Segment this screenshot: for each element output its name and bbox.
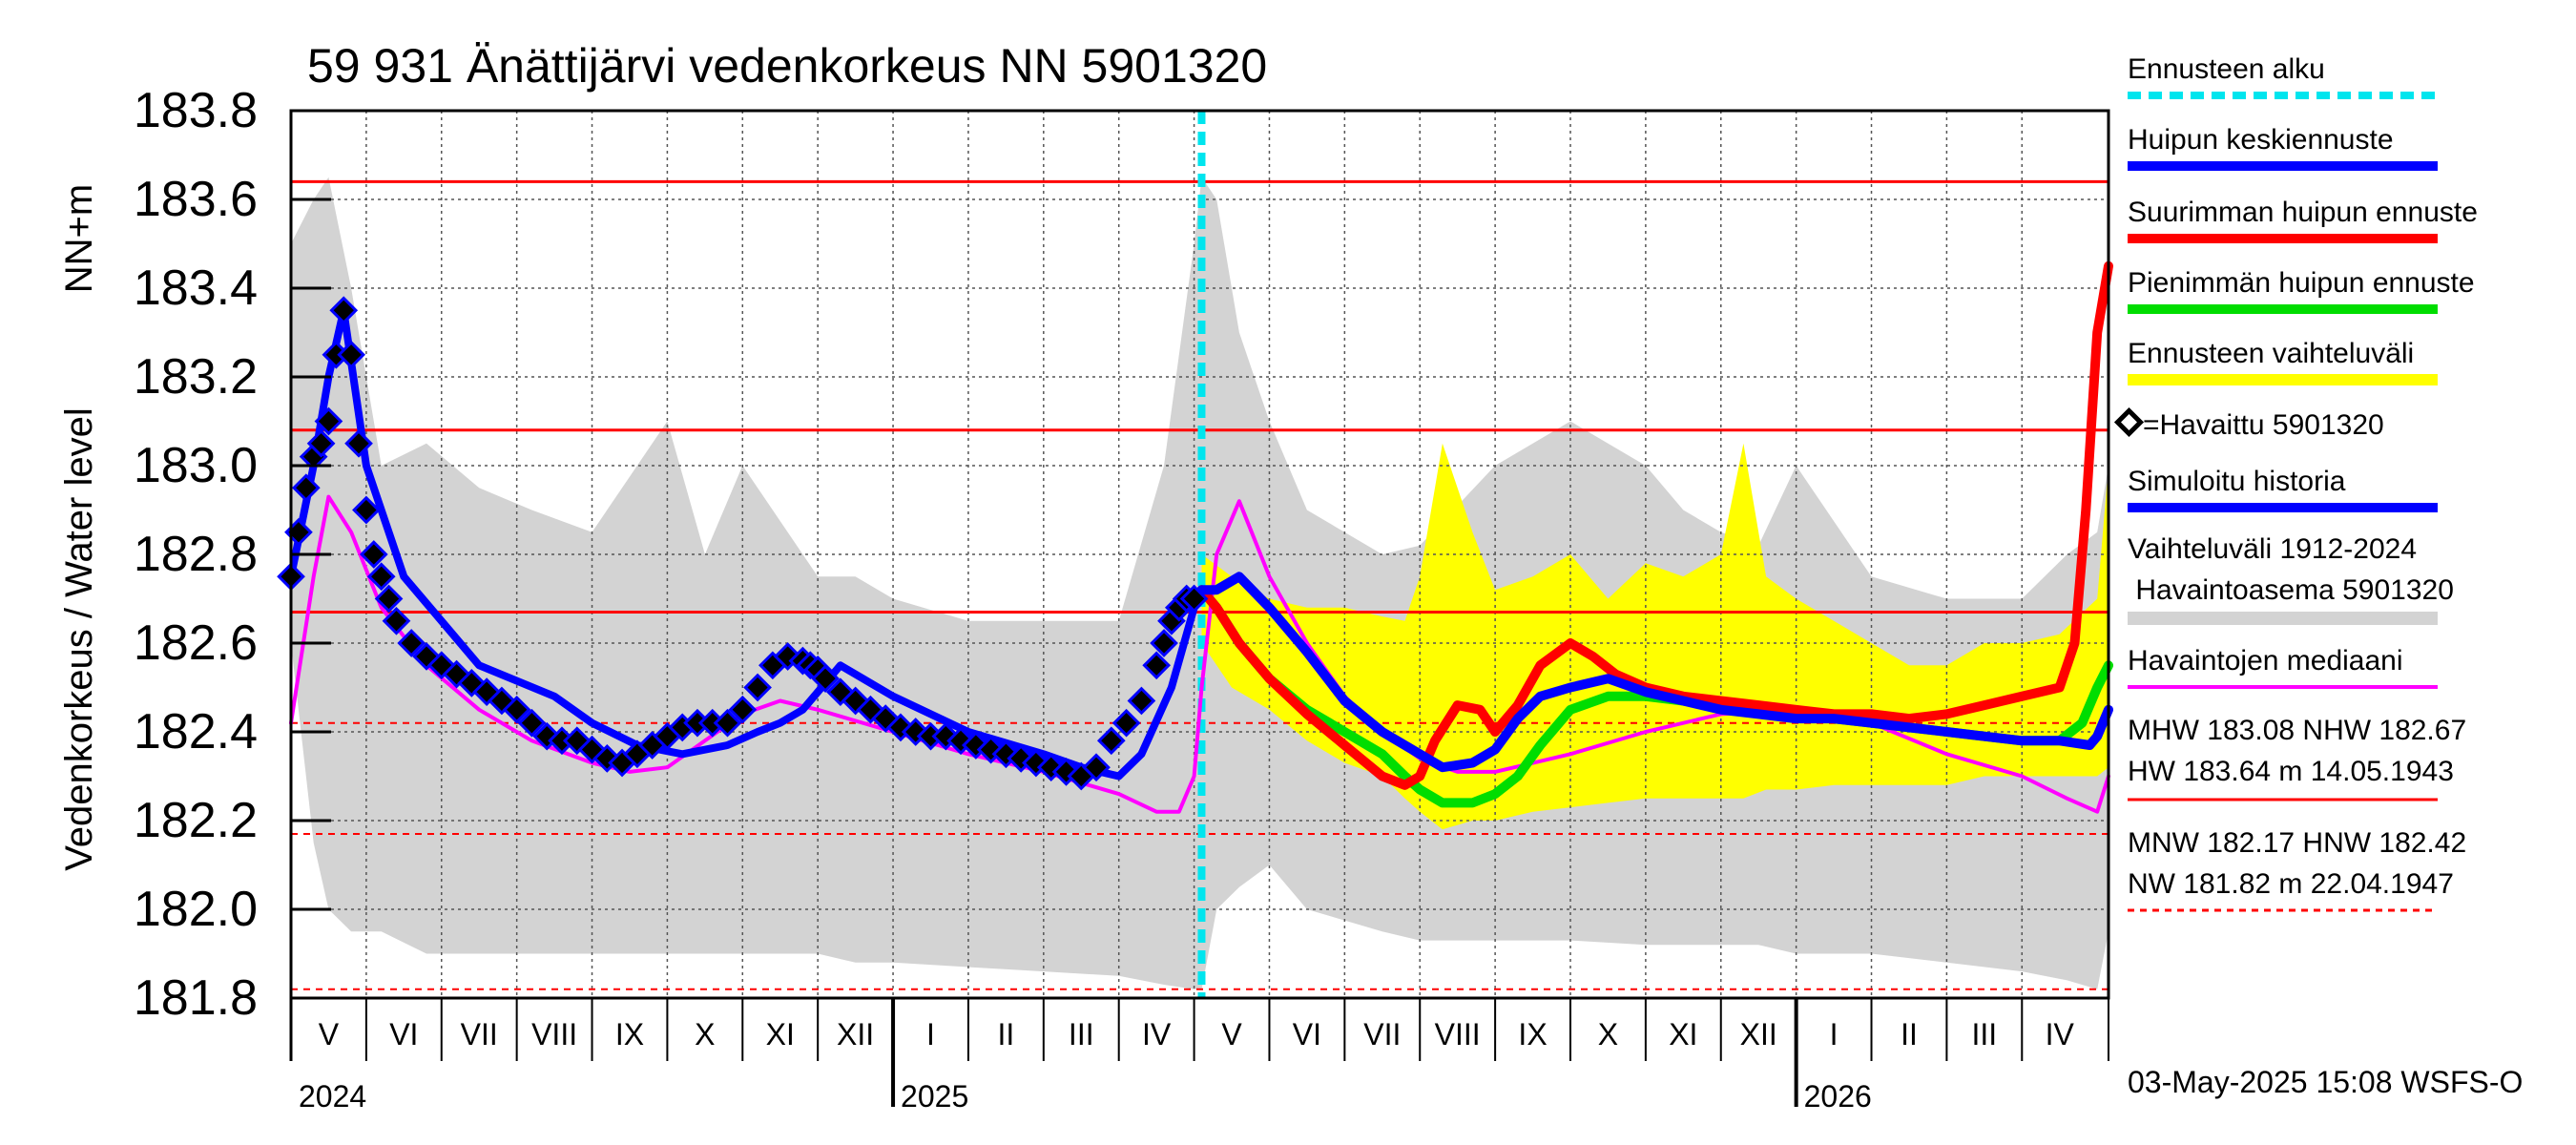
year-label: 2024 [299,1079,366,1114]
month-label: IV [1142,1017,1172,1051]
observed-point [811,664,840,694]
month-label: II [1901,1017,1918,1051]
month-label: VIII [531,1017,577,1051]
observed-point [713,708,742,738]
legend: Ennusteen alku Huipun keskiennuste Suuri… [2113,53,2478,912]
legend-label-forecast-range: Ennusteen vaihteluväli [2128,338,2414,369]
observed-point [359,540,388,569]
month-label: III [1972,1017,1998,1051]
y-tick-label: 182.2 [134,793,258,848]
observed-point [1096,726,1126,756]
y-axis: 181.8 182.0 182.2 182.4 182.6 182.8 183.0 183.2… [134,83,331,1061]
observed-point [1179,584,1209,614]
observed-point [743,673,772,702]
legend-stats-high-1: MHW 183.08 NHW 182.67 [2128,715,2466,746]
observed-point [374,584,404,614]
observed-point [1150,629,1178,657]
month-label: VII [461,1017,498,1051]
month-label: VI [389,1017,418,1051]
month-label: III [1069,1017,1094,1051]
x-axis: V VI VII VIII IX X XI XII I II III IV V VI VII VIII IX X X… [291,996,2109,1114]
legend-label-simulated: Simuloitu historia [2128,466,2346,497]
band-ennusteen-vaihteluv-li [1201,443,2109,830]
month-label: I [926,1017,935,1051]
observed-point [548,726,576,756]
legend-stats-low-2: NW 181.82 m 22.04.1947 [2128,868,2454,900]
observed-point [502,695,531,724]
y-tick-label: 183.2 [134,349,258,405]
legend-label-forecast-start: Ennusteen alku [2128,53,2325,85]
month-label: IX [1518,1017,1547,1051]
month-label: V [319,1017,340,1051]
observed-point [337,340,365,369]
legend-label-range-2: Havaintoasema 5901320 [2128,574,2454,606]
month-label: I [1830,1017,1839,1051]
y-tick-label: 182.4 [134,704,258,760]
observed-point [382,606,411,635]
month-label: II [997,1017,1014,1051]
observed-point [728,695,758,724]
legend-stats-high-2: HW 183.64 m 14.05.1943 [2128,756,2454,787]
y-axis-unit: NN+m [58,184,100,293]
observed-point [517,708,547,738]
year-label: 2026 [1804,1079,1872,1114]
month-label: V [1221,1017,1242,1051]
legend-diamond-observed-icon [2113,406,2145,438]
month-label: XI [766,1017,795,1051]
chart-title: 59 931 Änättijärvi vedenkorkeus NN 59013… [307,39,1267,93]
y-tick-label: 181.8 [134,970,258,1026]
observed-point [291,473,321,503]
month-label: XII [837,1017,874,1051]
observed-point [916,721,945,751]
observed-point [397,629,426,657]
month-label: IV [2046,1017,2075,1051]
plot-area [277,109,2113,1000]
observed-point [697,708,727,738]
month-label: VIII [1435,1017,1481,1051]
observed-point [683,708,712,738]
observed-point [314,406,343,436]
month-label: IX [615,1017,644,1051]
y-tick-label: 182.0 [134,882,258,937]
month-label: X [1598,1017,1618,1051]
y-tick-label: 183.4 [134,260,258,316]
month-label: VI [1293,1017,1321,1051]
legend-label-mean-forecast: Huipun keskiennuste [2128,124,2394,156]
legend-label-observed: =Havaittu 5901320 [2143,409,2384,441]
observed-point [329,296,359,325]
legend-label-max-forecast: Suurimman huipun ennuste [2128,197,2478,228]
y-tick-label: 183.8 [134,83,258,138]
legend-label-min-forecast: Pienimmän huipun ennuste [2128,267,2475,299]
y-tick-label: 183.6 [134,172,258,227]
observed-point [306,428,336,458]
observed-point [344,428,373,458]
y-axis-label: Vedenkorkeus / Water level [58,407,100,870]
observed-point [352,495,381,525]
month-label: XII [1740,1017,1777,1051]
observed-point [366,562,396,592]
y-tick-label: 182.8 [134,527,258,582]
legend-label-median: Havaintojen mediaani [2128,645,2403,677]
series-suurimman-huipun-ennuste [1196,260,2113,790]
footer-timestamp: 03-May-2025 15:08 WSFS-O [2128,1065,2523,1099]
observed-point [322,340,351,369]
observed-point [1082,753,1111,782]
year-label: 2025 [901,1079,968,1114]
y-tick-label: 182.6 [134,615,258,671]
month-label: X [695,1017,715,1051]
observed-point [284,517,313,547]
month-label: XI [1669,1017,1697,1051]
legend-label-range-1: Vaihteluväli 1912-2024 [2128,533,2417,565]
y-tick-label: 183.0 [134,438,258,493]
legend-stats-low-1: MNW 182.17 HNW 182.42 [2128,827,2466,859]
series-simuloitu-historia [287,306,1206,781]
observed-point [1127,686,1156,716]
month-label: VII [1363,1017,1401,1051]
series-huipun-keskiennuste [1196,572,2113,773]
observed-point [1111,708,1141,738]
observed-point [1142,651,1172,680]
